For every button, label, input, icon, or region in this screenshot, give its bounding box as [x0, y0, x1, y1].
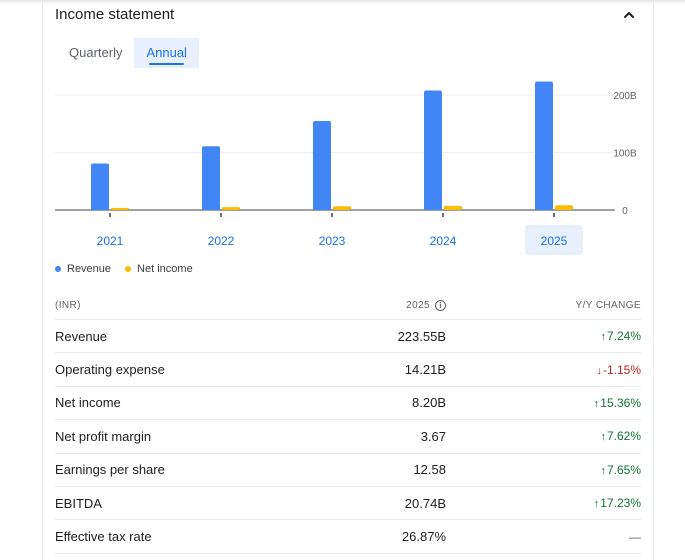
net-income-bar[interactable]: [444, 205, 462, 210]
table-row[interactable]: Net profit margin 3.67 ↑7.62%: [55, 420, 641, 454]
chevron-up-icon: [624, 12, 634, 18]
change-value: 7.65%: [606, 462, 641, 477]
legend-revenue: Revenue: [55, 263, 111, 275]
period-header: 2025 i: [325, 300, 446, 311]
metric-change: ↓-1.15%: [446, 363, 641, 377]
chart-legend: Revenue Net income: [55, 263, 193, 275]
table-header: (INR) 2025 i Y/Y CHANGE: [55, 292, 641, 320]
arrow-up-icon: ↑: [593, 498, 600, 511]
metric-value: 26.87%: [401, 529, 446, 545]
x-tick-label[interactable]: 2022: [208, 234, 235, 248]
change-value: 15.36%: [600, 395, 641, 410]
metric-label: Effective tax rate: [55, 529, 152, 545]
section-title: Income statement: [55, 6, 175, 23]
legend-label: Revenue: [67, 263, 112, 275]
metric-value: 12.58: [413, 462, 446, 478]
period-tabs: Quarterly Annual: [57, 38, 199, 68]
change-header: Y/Y CHANGE: [575, 300, 641, 311]
arrow-down-icon: ↓: [596, 364, 602, 377]
metric-change: ↑7.24%: [446, 329, 641, 343]
metric-change: —: [446, 530, 641, 544]
metric-value: 8.20B: [412, 395, 446, 411]
metric-label: Net income: [55, 395, 121, 411]
table-row[interactable]: Net income 8.20B ↑15.36%: [55, 387, 641, 421]
metric-value: 3.67: [420, 428, 446, 444]
metric-label: Net profit margin: [55, 428, 152, 444]
revenue-bar[interactable]: [91, 163, 109, 210]
table-row[interactable]: Revenue 223.55B ↑7.24%: [55, 320, 641, 354]
table-body: Revenue 223.55B ↑7.24% Operating expense 14.…: [55, 320, 641, 554]
x-tick-label[interactable]: 2024: [430, 234, 457, 248]
metric-change: ↑7.62%: [446, 429, 641, 443]
metric-value: 223.55B: [397, 328, 446, 344]
currency-label: (INR): [55, 300, 81, 311]
metric-label: Operating expense: [55, 362, 165, 378]
net-income-bar[interactable]: [111, 207, 129, 210]
legend-label: Net income: [137, 263, 193, 275]
y-tick-label: 100B: [613, 149, 637, 160]
change-value: 17.23%: [600, 496, 641, 511]
revenue-bar[interactable]: [313, 120, 331, 210]
change-value: -1.15%: [602, 362, 641, 377]
metric-label: Revenue: [55, 328, 108, 344]
revenue-bar[interactable]: [202, 146, 220, 210]
change-value: 7.62%: [606, 429, 641, 444]
x-tick-label[interactable]: 2025: [541, 234, 568, 248]
top-divider: [0, 0, 685, 3]
revenue-net-income-chart: 0 100B 200B 2021 2022 2023 2024 2025: [55, 81, 637, 255]
net-income-bar[interactable]: [333, 206, 351, 210]
legend-net-income: Net income: [125, 263, 193, 275]
metric-label: EBITDA: [55, 495, 102, 511]
revenue-dot-icon: [55, 266, 61, 272]
selected-year-highlight: [525, 225, 583, 255]
change-value: 7.24%: [606, 329, 641, 344]
table-row[interactable]: Effective tax rate 26.87% —: [55, 520, 641, 554]
metric-value: 20.74B: [404, 495, 446, 511]
info-icon[interactable]: i: [435, 300, 446, 311]
arrow-up-icon: ↑: [600, 431, 606, 444]
net-income-bar[interactable]: [222, 207, 240, 210]
period-label: 2025: [406, 300, 430, 311]
metric-label: Earnings per share: [55, 462, 165, 478]
metric-value: 14.21B: [404, 362, 446, 378]
y-tick-label: 0: [622, 206, 628, 217]
metric-change: ↑15.36%: [446, 396, 641, 410]
x-tick-label[interactable]: 2023: [319, 234, 346, 248]
table-row[interactable]: Earnings per share 12.58 ↑7.65%: [55, 454, 641, 487]
y-tick-label: 200B: [613, 91, 637, 102]
x-tick-label[interactable]: 2021: [97, 234, 124, 248]
revenue-bar[interactable]: [424, 90, 442, 210]
net-income-dot-icon: [125, 266, 132, 272]
metric-change: ↑7.65%: [446, 463, 641, 477]
table-row[interactable]: EBITDA 20.74B ↑17.23%: [55, 487, 641, 521]
tab-quarterly[interactable]: Quarterly: [69, 45, 123, 60]
net-income-bar[interactable]: [555, 205, 573, 210]
arrow-up-icon: ↑: [600, 331, 606, 344]
change-value: —: [629, 529, 641, 544]
collapse-button[interactable]: [617, 5, 641, 25]
income-statement-card: Income statement Quarterly Annual 0 100B 2…: [42, 0, 654, 560]
financials-table: (INR) 2025 i Y/Y CHANGE Revenue 223.55B ↑7…: [55, 292, 641, 554]
tab-annual[interactable]: Annual: [134, 38, 199, 68]
arrow-up-icon: ↑: [600, 464, 606, 477]
revenue-bar[interactable]: [535, 81, 553, 210]
metric-change: ↑17.23%: [446, 496, 641, 510]
table-row[interactable]: Operating expense 14.21B ↓-1.15%: [55, 353, 641, 387]
arrow-up-icon: ↑: [593, 397, 600, 410]
